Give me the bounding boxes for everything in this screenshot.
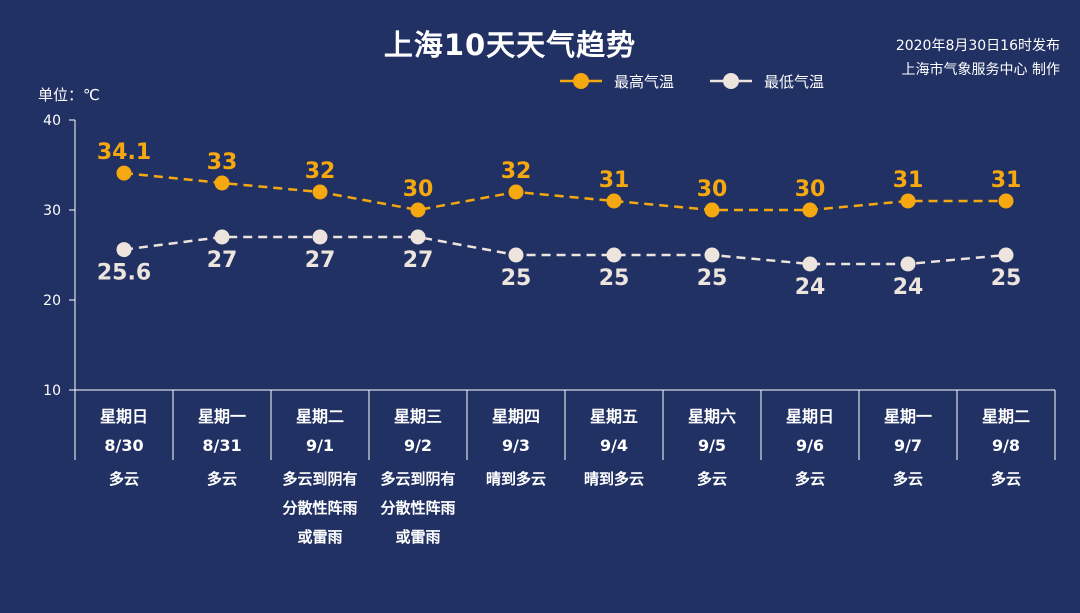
weather-label: 多云 (697, 470, 727, 488)
legend-high-marker (573, 73, 589, 89)
low-temp-label: 27 (207, 248, 238, 273)
date-label: 9/7 (894, 436, 922, 455)
weather-label: 分散性阵雨 (282, 499, 357, 517)
date-label: 9/1 (306, 436, 334, 455)
weather-label: 多云到阴有 (282, 470, 357, 488)
weekday-label: 星期四 (492, 407, 540, 426)
weekday-label: 星期六 (688, 407, 736, 426)
high-temp-line (123, 171, 1006, 212)
high-temp-label: 33 (207, 150, 238, 175)
low-temp-label: 25.6 (97, 261, 151, 286)
low-temp-label: 25 (697, 266, 728, 291)
weekday-label: 星期二 (296, 407, 344, 426)
y-tick-label: 40 (43, 113, 61, 129)
high-temp-point (410, 202, 426, 218)
weather-label: 分散性阵雨 (380, 499, 455, 517)
high-temp-label: 30 (403, 177, 434, 202)
low-temp-point (312, 229, 328, 245)
legend-low-marker (723, 73, 739, 89)
legend-high-label: 最高气温 (614, 73, 674, 91)
high-temp-label: 32 (501, 159, 532, 184)
weekday-label: 星期日 (100, 407, 148, 426)
high-temp-label: 30 (697, 177, 728, 202)
weekday-label: 星期二 (982, 407, 1030, 426)
low-temp-label: 24 (893, 275, 924, 300)
y-tick-label: 10 (43, 383, 61, 399)
date-label: 9/8 (992, 436, 1020, 455)
weather-label: 多云 (893, 470, 923, 488)
low-temp-point (508, 247, 524, 263)
unit-label: 单位：℃ (38, 86, 100, 104)
high-temp-label: 31 (991, 168, 1022, 193)
legend-low-label: 最低气温 (764, 73, 824, 91)
weekday-label: 星期五 (590, 407, 638, 426)
high-temp-point (802, 202, 818, 218)
high-temp-point (214, 175, 230, 191)
weekday-label: 星期一 (884, 407, 932, 426)
high-temp-point (900, 193, 916, 209)
high-temp-label: 34.1 (97, 140, 151, 165)
low-temp-label: 25 (991, 266, 1022, 291)
low-temp-line (123, 235, 1007, 266)
weekday-label: 星期一 (198, 407, 246, 426)
low-temp-label: 27 (305, 248, 336, 273)
date-label: 9/3 (502, 436, 530, 455)
high-temp-label: 30 (795, 177, 826, 202)
low-temp-point (116, 242, 132, 258)
date-label: 8/30 (104, 436, 143, 455)
high-temp-point (116, 165, 132, 181)
weather-label: 或雷雨 (297, 528, 342, 546)
low-temp-label: 24 (795, 275, 826, 300)
high-temp-label: 31 (599, 168, 630, 193)
weather-label: 多云到阴有 (380, 470, 455, 488)
date-label: 9/4 (600, 436, 628, 455)
weather-label: 多云 (109, 470, 139, 488)
low-temp-point (998, 247, 1014, 263)
y-tick-label: 30 (43, 203, 61, 219)
date-label: 9/6 (796, 436, 824, 455)
low-temp-point (900, 256, 916, 272)
high-temp-point (998, 193, 1014, 209)
high-temp-point (704, 202, 720, 218)
low-temp-label: 27 (403, 248, 434, 273)
weather-label: 晴到多云 (584, 470, 644, 488)
page-title: 上海10天天气趋势 (383, 28, 637, 62)
low-temp-label: 25 (599, 266, 630, 291)
date-label: 8/31 (202, 436, 241, 455)
weekday-label: 星期三 (394, 407, 442, 426)
date-label: 9/2 (404, 436, 432, 455)
low-temp-point (410, 229, 426, 245)
publish-date: 2020年8月30日16时发布 (895, 38, 1060, 54)
high-temp-label: 32 (305, 159, 336, 184)
low-temp-point (606, 247, 622, 263)
low-temp-point (802, 256, 818, 272)
high-temp-label: 31 (893, 168, 924, 193)
weather-label: 或雷雨 (395, 528, 440, 546)
y-tick-label: 20 (43, 293, 61, 309)
weather-label: 多云 (991, 470, 1021, 488)
publisher: 上海市气象服务中心 制作 (901, 62, 1060, 78)
weather-label: 多云 (207, 470, 237, 488)
publish-info: 2020年8月30日16时发布 上海市气象服务中心 制作 (896, 34, 1060, 82)
high-temp-point (508, 184, 524, 200)
weekday-label: 星期日 (786, 407, 834, 426)
high-temp-point (312, 184, 328, 200)
low-temp-label: 25 (501, 266, 532, 291)
low-temp-point (704, 247, 720, 263)
high-temp-point (606, 193, 622, 209)
weather-label: 晴到多云 (486, 470, 546, 488)
weather-label: 多云 (795, 470, 825, 488)
low-temp-point (214, 229, 230, 245)
date-label: 9/5 (698, 436, 726, 455)
